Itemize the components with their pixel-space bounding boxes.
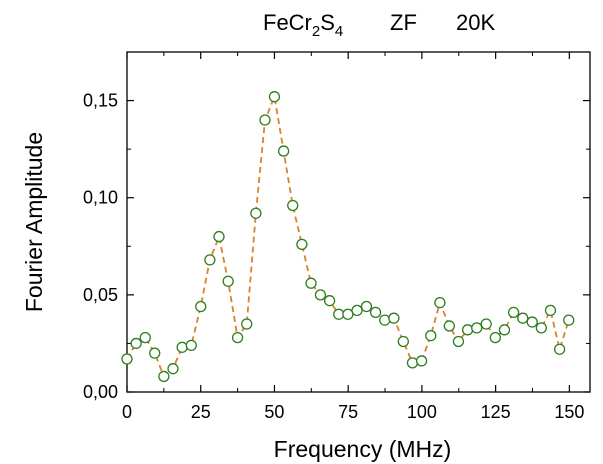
data-point: [176, 341, 188, 353]
data-point: [544, 304, 557, 317]
data-point: [204, 254, 216, 266]
data-point: [563, 314, 575, 326]
data-point: [480, 318, 492, 330]
data-point: [535, 322, 547, 334]
data-point: [213, 230, 225, 243]
x-tick-label: 75: [338, 402, 358, 422]
chart-title: FeCr2S4: [263, 10, 343, 40]
x-tick-label: 50: [264, 402, 284, 422]
x-tick-label: 150: [554, 402, 584, 422]
data-point: [406, 357, 419, 369]
data-point: [149, 347, 161, 359]
x-axis-label: Frequency (MHz): [274, 436, 452, 462]
data-point: [139, 331, 151, 344]
data-point: [287, 199, 299, 212]
x-tick-label: 25: [191, 402, 211, 422]
title-compound-sub1: 2: [312, 23, 320, 40]
data-point: [425, 330, 437, 342]
series-marker-group: [121, 91, 575, 383]
data-point: [231, 331, 244, 344]
data-point: [277, 145, 290, 157]
data-point: [250, 207, 262, 219]
data-point: [443, 320, 455, 332]
data-point: [388, 312, 400, 324]
data-point: [369, 306, 382, 318]
title-compound-sub2: 4: [335, 23, 343, 40]
plot-frame: [126, 51, 591, 393]
data-point: [268, 91, 281, 103]
data-point: [158, 370, 170, 383]
data-point: [397, 335, 409, 348]
data-point: [259, 114, 271, 126]
data-point: [379, 314, 391, 326]
data-point: [323, 295, 336, 307]
y-axis-label: Fourier Amplitude: [21, 132, 47, 312]
title-temperature: 20K: [456, 10, 495, 35]
data-point: [167, 363, 179, 375]
data-point: [434, 296, 446, 309]
data-point: [296, 238, 308, 250]
title-compound-base2: S: [320, 10, 335, 35]
data-point: [305, 277, 317, 289]
data-point: [314, 289, 327, 301]
y-tick-label: 0,10: [83, 188, 118, 208]
data-point: [489, 331, 501, 344]
data-point: [507, 306, 520, 318]
title-field: ZF: [390, 10, 417, 35]
data-point: [461, 324, 474, 336]
y-tick-label: 0,00: [83, 382, 118, 402]
data-point: [121, 353, 133, 365]
axis-ticks: 0 25 50 75 100 125 150 0,00 0,05 0,10 0,15: [83, 52, 590, 422]
data-point: [360, 300, 373, 313]
x-tick-label: 0: [122, 402, 132, 422]
data-point: [351, 304, 363, 317]
data-point: [415, 355, 428, 367]
data-point: [517, 312, 529, 324]
data-point: [452, 335, 465, 348]
y-tick-label: 0,05: [83, 285, 118, 305]
data-point: [553, 343, 566, 355]
data-point: [471, 322, 483, 334]
data-point: [241, 318, 253, 330]
data-point: [526, 316, 538, 328]
data-point: [185, 339, 197, 352]
data-point: [498, 324, 511, 336]
x-tick-label: 125: [481, 402, 511, 422]
title-compound-base1: FeCr: [263, 10, 312, 35]
data-point: [342, 308, 354, 320]
data-point: [130, 337, 142, 350]
x-tick-label: 100: [407, 402, 437, 422]
data-point: [195, 300, 207, 313]
y-tick-label: 0,15: [83, 91, 118, 111]
data-point: [222, 275, 234, 287]
